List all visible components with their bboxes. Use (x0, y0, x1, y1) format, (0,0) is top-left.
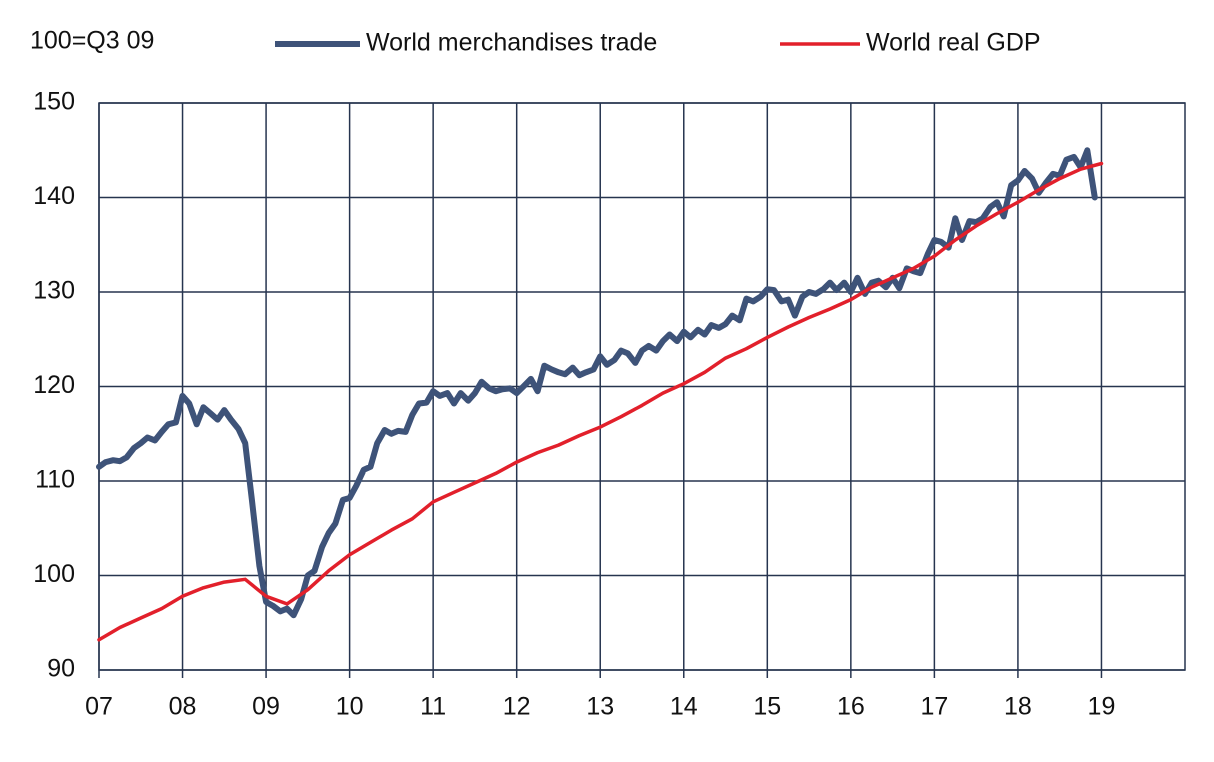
x-tick-label: 07 (85, 693, 113, 721)
plot-border (98, 102, 1186, 671)
data-line (96, 147, 1098, 619)
x-tick-label: 10 (336, 693, 364, 721)
x-tick-label: 18 (1004, 693, 1032, 721)
y-tick-label: 150 (33, 88, 75, 116)
x-tick-label: 13 (586, 693, 614, 721)
legend-label: World real GDP (866, 29, 1041, 57)
x-tick-label: 11 (420, 693, 446, 721)
y-tick-label: 90 (47, 655, 75, 683)
x-tick-label: 19 (1088, 693, 1116, 721)
legend-label: World merchandises trade (366, 29, 657, 57)
x-tick-label: 15 (753, 693, 781, 721)
y-tick-label: 100 (33, 560, 75, 588)
data-line (97, 161, 1104, 642)
x-tick-label: 09 (252, 693, 280, 721)
x-tick-label: 12 (503, 693, 531, 721)
x-tick-label: 14 (670, 693, 698, 721)
x-tick-label: 08 (169, 693, 197, 721)
x-tick-label: 17 (920, 693, 948, 721)
y-tick-label: 130 (33, 277, 75, 305)
y-tick-label: 110 (35, 466, 75, 494)
y-tick-label: 120 (33, 371, 75, 399)
y-tick-label: 140 (33, 182, 75, 210)
x-tick-label: 16 (837, 693, 865, 721)
chart-subtitle: 100=Q3 09 (30, 27, 154, 55)
